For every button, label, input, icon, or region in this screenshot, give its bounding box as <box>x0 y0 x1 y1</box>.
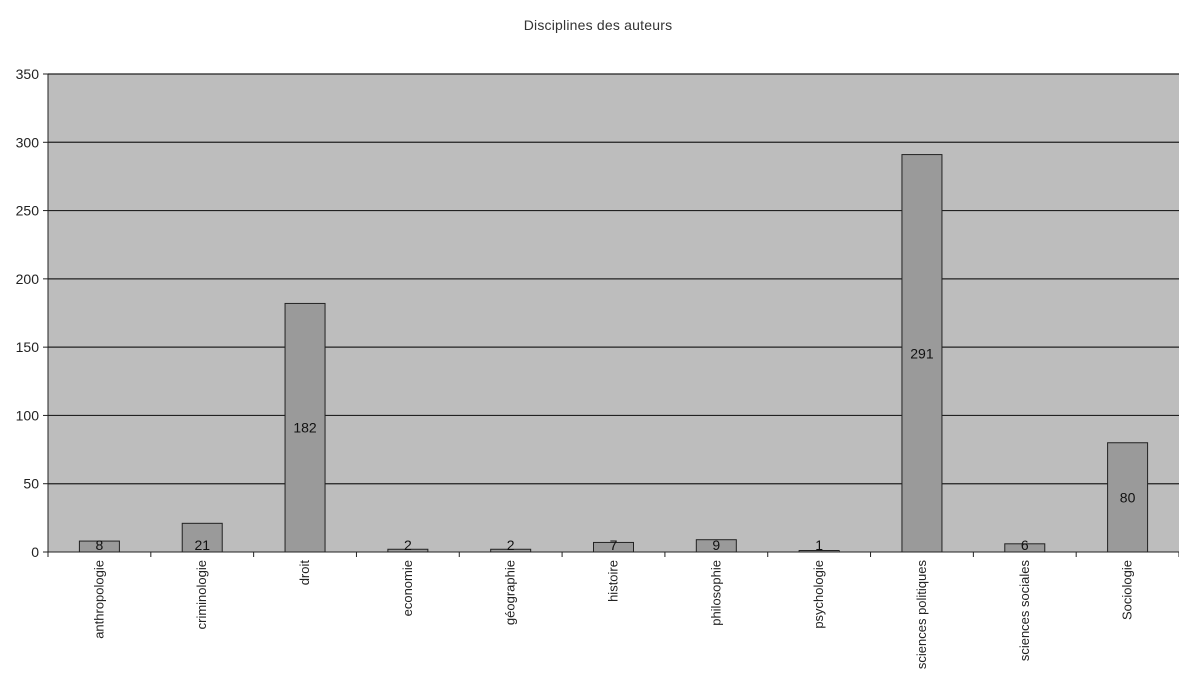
y-tick-label: 300 <box>16 134 40 150</box>
data-label: 7 <box>610 537 618 553</box>
data-label: 2 <box>404 537 412 553</box>
x-tick-label: philosophie <box>708 560 723 626</box>
data-label: 2 <box>507 537 515 553</box>
bar <box>181 522 223 553</box>
x-tick-label: Sociologie <box>1120 560 1135 620</box>
data-label: 8 <box>96 537 104 553</box>
y-tick-label: 0 <box>31 544 39 560</box>
x-axis: anthropologie criminologie droit economie gé… <box>47 551 1179 670</box>
y-axis: 0 50 100 150 200 250 300 350 <box>16 66 49 560</box>
bar <box>901 154 943 553</box>
y-tick-label: 50 <box>23 476 39 492</box>
x-tick-label: histoire <box>606 560 621 602</box>
x-tick-label: economie <box>400 560 415 616</box>
chart-title: Disciplines des auteurs <box>523 17 673 33</box>
y-tick-label: 100 <box>16 407 40 423</box>
data-label: 21 <box>194 537 210 553</box>
x-tick-label: anthropologie <box>91 560 106 639</box>
data-label: 80 <box>1120 489 1136 505</box>
gridlines <box>48 73 1179 485</box>
x-tick-label: criminologie <box>194 560 209 629</box>
data-label: 6 <box>1021 537 1029 553</box>
data-label: 9 <box>712 537 720 553</box>
data-label: 1 <box>815 537 823 553</box>
y-tick-label: 250 <box>16 203 40 219</box>
x-tick-label: sciences sociales <box>1017 560 1032 662</box>
bar <box>1107 442 1149 553</box>
y-tick-label: 350 <box>16 66 40 82</box>
x-tick-label: droit <box>297 560 312 586</box>
bar <box>284 302 326 553</box>
plot-area <box>48 74 1179 552</box>
x-tick-label: géographie <box>503 560 518 625</box>
x-tick-label: psychologie <box>811 560 826 629</box>
data-label: 182 <box>293 420 317 436</box>
bars: 8 21 182 2 2 7 9 1 291 6 80 <box>78 154 1149 553</box>
x-tick-label: sciences politiques <box>914 560 929 670</box>
data-label: 291 <box>910 345 934 361</box>
y-tick-label: 200 <box>16 271 40 287</box>
y-tick-label: 150 <box>16 339 40 355</box>
